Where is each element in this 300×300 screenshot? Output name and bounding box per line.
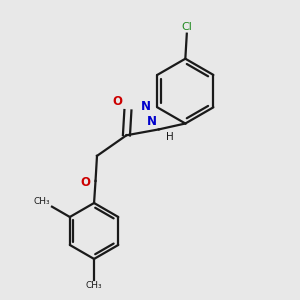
Text: O: O — [80, 176, 90, 189]
Text: O: O — [112, 95, 123, 109]
Text: N: N — [141, 100, 151, 113]
Text: H: H — [166, 132, 174, 142]
Text: N: N — [147, 115, 158, 128]
Text: Cl: Cl — [182, 22, 192, 32]
Text: CH₃: CH₃ — [86, 281, 102, 290]
Text: CH₃: CH₃ — [34, 197, 50, 206]
